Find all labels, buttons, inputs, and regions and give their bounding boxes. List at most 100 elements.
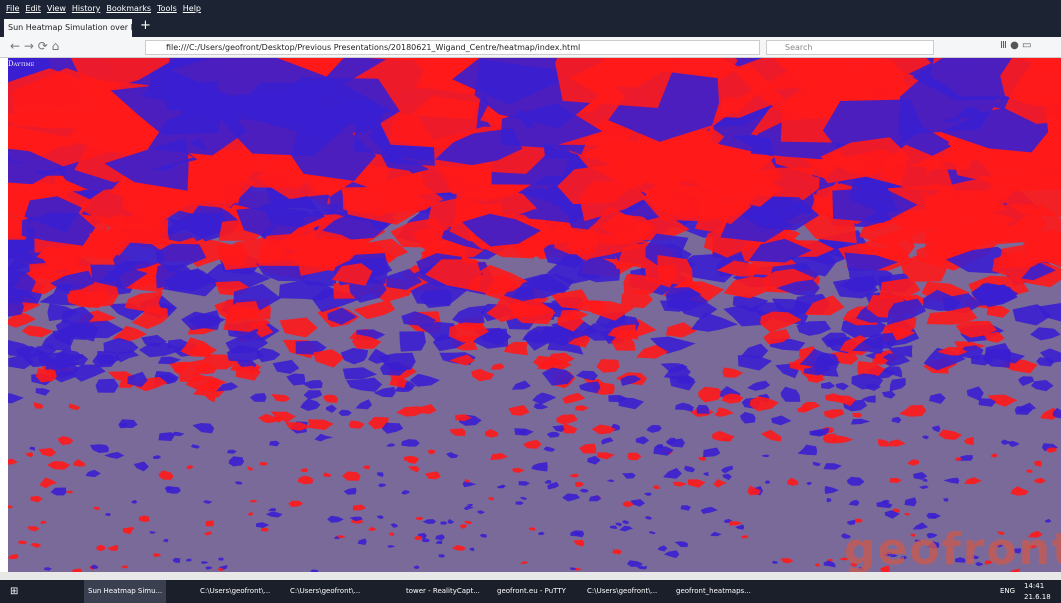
heat-patch <box>51 488 67 496</box>
heat-patch <box>771 416 792 426</box>
date: 21.6.18 <box>1024 592 1051 603</box>
menu-item[interactable]: View <box>47 4 66 13</box>
heat-patch <box>22 326 53 338</box>
heat-patch <box>441 521 448 525</box>
heat-patch <box>191 444 200 448</box>
heat-patch <box>218 558 224 561</box>
heat-patch <box>158 432 174 441</box>
heat-patch <box>192 423 214 433</box>
heat-patch <box>824 409 845 419</box>
toolbar-icons[interactable]: Ⅲ ● ▭ <box>1000 40 1031 51</box>
heat-patch <box>622 520 629 524</box>
heat-patch <box>922 479 927 482</box>
heat-patch <box>555 58 675 108</box>
heat-patch <box>159 470 174 479</box>
heat-patch <box>765 480 770 484</box>
watermark: geofront <box>844 524 1061 572</box>
heat-patch <box>163 539 169 543</box>
heat-patch <box>247 512 253 516</box>
menu-item[interactable]: File <box>6 4 19 13</box>
taskbar-item[interactable]: Sun Heatmap Simu... <box>84 580 166 603</box>
heat-patch <box>435 534 445 540</box>
language[interactable]: ENG <box>1000 580 1015 603</box>
heat-patch <box>469 548 474 552</box>
heat-patch <box>408 466 420 472</box>
heat-patch <box>813 462 822 467</box>
menu-item[interactable]: Help <box>183 4 201 13</box>
heat-patch <box>823 463 842 470</box>
menu-item[interactable]: Bookmarks <box>106 4 151 13</box>
heat-patch <box>573 540 585 547</box>
heat-patch <box>73 459 85 466</box>
heat-patch <box>268 508 276 512</box>
taskbar: ⊞ Sun Heatmap Simu... C:\Users\geofront\… <box>0 580 1061 603</box>
heat-patch <box>1030 327 1061 340</box>
taskbar-item[interactable]: C:\Users\geofront\... <box>290 580 360 603</box>
heat-patch <box>414 565 420 569</box>
heat-patch <box>378 483 387 487</box>
heat-patch <box>439 554 446 557</box>
heat-patch <box>153 455 161 459</box>
taskbar-item[interactable]: geofront_heatmaps... <box>676 580 751 603</box>
heat-patch <box>286 374 305 386</box>
heat-patch <box>341 348 369 365</box>
heat-patch <box>538 532 545 535</box>
heat-patch <box>39 477 57 488</box>
heat-patch <box>34 402 44 409</box>
heat-patch <box>446 452 458 458</box>
heat-patch <box>557 414 578 424</box>
heat-patch <box>459 524 466 529</box>
taskbar-item[interactable]: C:\Users\geofront\... <box>200 580 270 603</box>
heat-patch <box>368 527 377 532</box>
heat-patch <box>723 367 744 377</box>
heat-patch <box>93 507 100 511</box>
heat-patch <box>314 434 333 442</box>
heat-patch <box>1031 380 1054 391</box>
heatmap-view: Daytime geofront <box>8 58 1061 572</box>
heat-patch <box>825 393 845 403</box>
taskbar-item[interactable]: C:\Users\geofront\... <box>587 580 657 603</box>
address-bar[interactable]: file:///C:/Users/geofront/Desktop/Previo… <box>145 40 760 55</box>
heat-patch <box>104 338 139 354</box>
heat-patch <box>664 550 680 558</box>
heat-patch <box>425 471 441 479</box>
heat-patch <box>491 363 505 369</box>
heat-patch <box>377 472 383 477</box>
heat-patch <box>346 378 382 392</box>
taskbar-item[interactable]: geofront.eu - PuTTY <box>497 580 566 603</box>
heat-patch <box>675 541 689 547</box>
heat-patch <box>480 534 487 538</box>
heat-patch <box>436 541 443 544</box>
heat-patch <box>649 531 656 534</box>
heat-patch <box>890 378 906 392</box>
heat-patch <box>528 527 535 530</box>
search-box[interactable]: Search <box>766 40 934 55</box>
taskbar-item[interactable]: tower - RealityCapt... <box>406 580 480 603</box>
heat-patch <box>519 481 531 486</box>
heat-patch <box>18 541 27 545</box>
heat-patch <box>304 390 323 399</box>
heat-patch <box>577 300 605 313</box>
menu-item[interactable]: Tools <box>157 4 177 13</box>
heat-patch <box>750 396 779 411</box>
heat-patch <box>418 404 436 414</box>
menu-item[interactable]: History <box>72 4 100 13</box>
tab[interactable]: Sun Heatmap Simulation over Phi <box>4 19 132 37</box>
heat-patch <box>203 500 212 504</box>
heat-patch <box>465 479 470 483</box>
new-tab[interactable]: + <box>140 18 151 33</box>
heat-patch <box>104 452 124 459</box>
heat-patch <box>386 444 395 447</box>
heat-patch <box>509 405 530 416</box>
heat-patch <box>923 435 930 439</box>
start-button[interactable]: ⊞ <box>10 580 18 603</box>
heat-patch <box>666 322 697 337</box>
heat-patch <box>29 447 35 451</box>
nav-buttons[interactable]: ← → ⟳ ⌂ <box>10 39 59 53</box>
heat-patch <box>235 481 243 484</box>
heat-patch <box>543 446 555 451</box>
horizontal-scrollbar[interactable] <box>0 572 1061 580</box>
menu-item[interactable]: Edit <box>25 4 41 13</box>
heat-patch <box>531 462 547 472</box>
